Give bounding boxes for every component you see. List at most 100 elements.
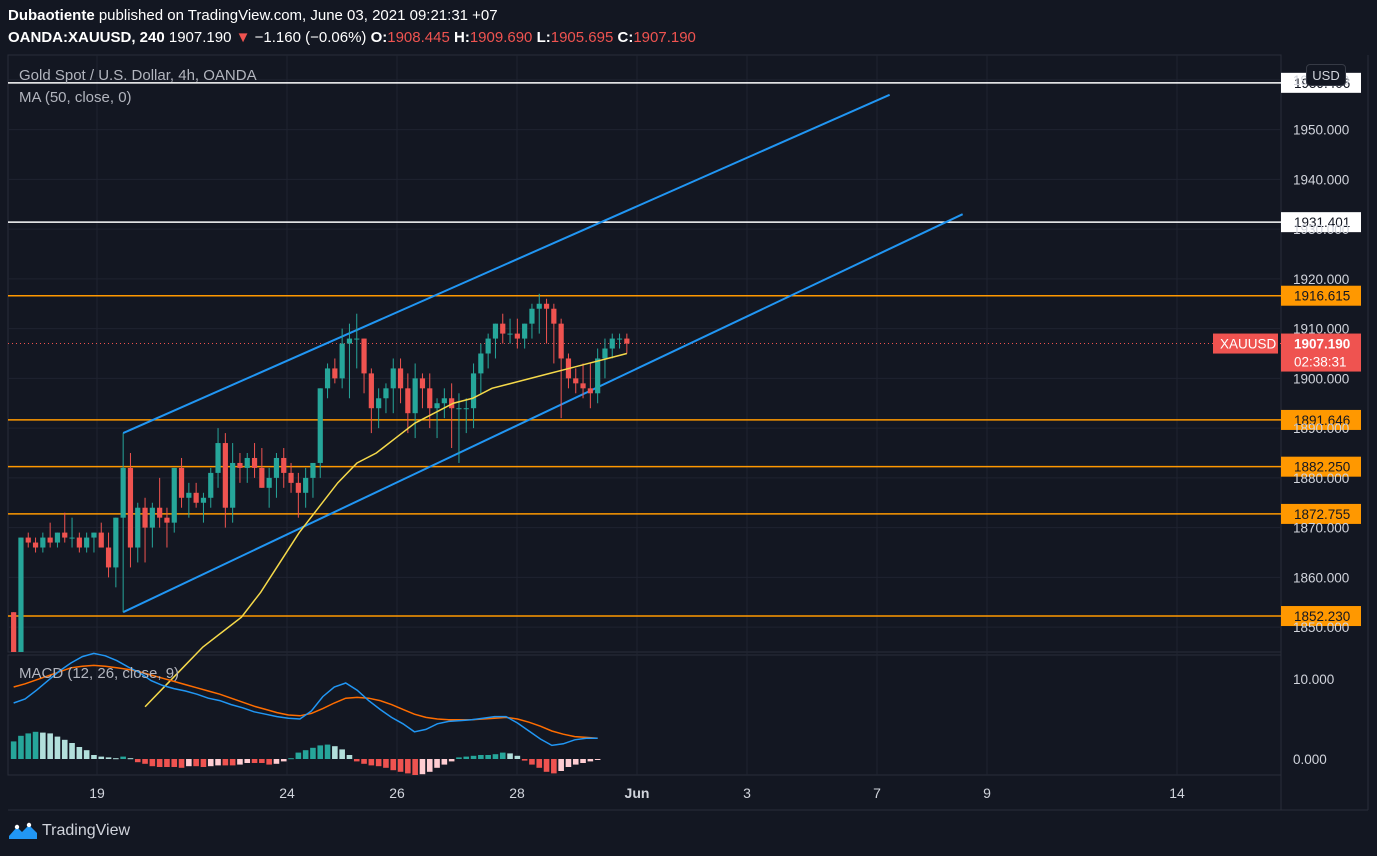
candle-body — [441, 398, 447, 404]
macd-histogram-bar — [273, 759, 280, 764]
candle-body — [543, 303, 550, 309]
price-change: −1.160 (−0.06%) — [254, 29, 367, 46]
macd-histogram-bar — [178, 759, 185, 768]
macd-histogram-bar — [47, 733, 53, 759]
macd-histogram-bar — [529, 759, 535, 765]
candle-body — [536, 303, 542, 309]
time-tick-label: Jun — [625, 785, 650, 801]
high-label: H: — [454, 29, 470, 46]
candlestick-series — [11, 293, 630, 652]
candle-body — [208, 472, 214, 498]
macd-histogram-bar — [142, 759, 148, 764]
candle-body — [507, 333, 513, 335]
price-tick-label: 1900.000 — [1293, 371, 1349, 386]
channel-line — [122, 93, 891, 435]
macd-histogram-bar — [434, 759, 440, 768]
candle-body — [76, 537, 82, 548]
published-text: published on TradingView.com, June 03, 2… — [98, 7, 498, 24]
candle-body — [361, 338, 367, 374]
macd-histogram-bar — [25, 733, 32, 759]
candle-body — [405, 388, 411, 414]
chart-title[interactable]: Gold Spot / U.S. Dollar, 4h, OANDA — [19, 67, 257, 84]
candle-body — [332, 368, 338, 379]
macd-legend[interactable]: MACD (12, 26, close, 9) — [19, 665, 180, 682]
macd-histogram-bar — [171, 759, 178, 767]
time-tick-label: 9 — [983, 785, 991, 801]
macd-histogram-bar — [514, 755, 521, 759]
author[interactable]: Dubaotiente — [8, 7, 95, 24]
currency-button[interactable]: USD — [1306, 64, 1346, 86]
time-tick-label: 7 — [873, 785, 881, 801]
time-axis[interactable]: 19 24 26 28 Jun 3 7 9 14 — [89, 785, 1185, 801]
macd-histogram-bar — [302, 750, 309, 759]
ma-legend[interactable]: MA (50, close, 0) — [19, 89, 132, 106]
candle-body — [222, 443, 228, 508]
candle-body — [434, 403, 440, 409]
candle-body — [98, 532, 104, 548]
high-value: 1909.690 — [469, 29, 533, 46]
macd-histogram-bar — [470, 755, 477, 759]
candle-body — [339, 343, 345, 379]
candle-body — [193, 492, 199, 503]
close-label: C: — [617, 29, 634, 46]
channel-line — [122, 213, 964, 614]
level-label: 1872.755 — [1294, 507, 1350, 522]
candle-body — [127, 467, 134, 548]
candle-body — [54, 532, 61, 543]
candle-body — [390, 368, 396, 389]
macd-histogram-bar — [10, 741, 17, 759]
candle-body — [200, 497, 207, 503]
candle-body — [376, 398, 382, 409]
macd-histogram-bar — [156, 759, 163, 767]
macd-histogram-bar — [229, 759, 236, 766]
trend-channel[interactable] — [122, 93, 964, 614]
macd-histogram-bar — [332, 746, 338, 759]
symbol-label-box — [1213, 333, 1278, 354]
level-label: 1916.615 — [1294, 289, 1350, 304]
candle-body — [478, 353, 484, 374]
macd-histogram-bar — [237, 759, 243, 765]
candle-body — [40, 537, 46, 548]
candle-body — [62, 532, 68, 538]
candle-body — [317, 388, 323, 463]
candle-body — [354, 338, 360, 340]
candle-body — [295, 482, 301, 493]
price-tick-label: 1870.000 — [1293, 521, 1349, 536]
macd-histogram-bar — [317, 745, 324, 759]
candle-body — [120, 467, 126, 518]
candle-body — [186, 492, 192, 498]
macd-histogram-bar — [259, 759, 265, 763]
macd-histogram-bar — [536, 759, 543, 768]
candle-body — [11, 612, 17, 652]
macd-histogram-bar — [40, 732, 46, 759]
price-tick-label: 1880.000 — [1293, 471, 1349, 486]
low-label: L: — [536, 29, 551, 46]
candle-body — [522, 323, 528, 339]
macd-histogram-bar — [361, 759, 367, 764]
level-label-box — [1281, 285, 1361, 306]
level-label-box — [1281, 606, 1361, 627]
time-tick-label: 19 — [89, 785, 105, 801]
macd-histogram-bar — [134, 759, 141, 763]
candle-body — [47, 537, 53, 543]
candle-body — [273, 457, 280, 478]
macd-histogram-bar — [426, 759, 433, 772]
macd-tick-label: 0.000 — [1293, 752, 1327, 767]
macd-histogram-bar — [499, 752, 506, 759]
macd-histogram-bar — [207, 759, 214, 767]
time-tick-label: 14 — [1169, 785, 1185, 801]
candle-body — [135, 507, 141, 548]
macd-histogram-bar — [419, 759, 426, 775]
price-tick-label: 1860.000 — [1293, 570, 1349, 585]
macd-histogram-bar — [558, 759, 564, 771]
price-axis[interactable]: 1850.000 1860.000 1870.000 1880.000 1890.000… — [1293, 73, 1349, 767]
tradingview-logo[interactable]: TradingView — [8, 822, 130, 840]
candle-body — [113, 517, 119, 568]
macd-histogram-bar — [463, 756, 470, 759]
macd-histogram-bar — [492, 754, 499, 759]
candle-body — [609, 338, 615, 349]
candle-body — [288, 472, 294, 483]
macd-histogram-bar — [127, 758, 134, 760]
candle-body — [157, 507, 163, 518]
